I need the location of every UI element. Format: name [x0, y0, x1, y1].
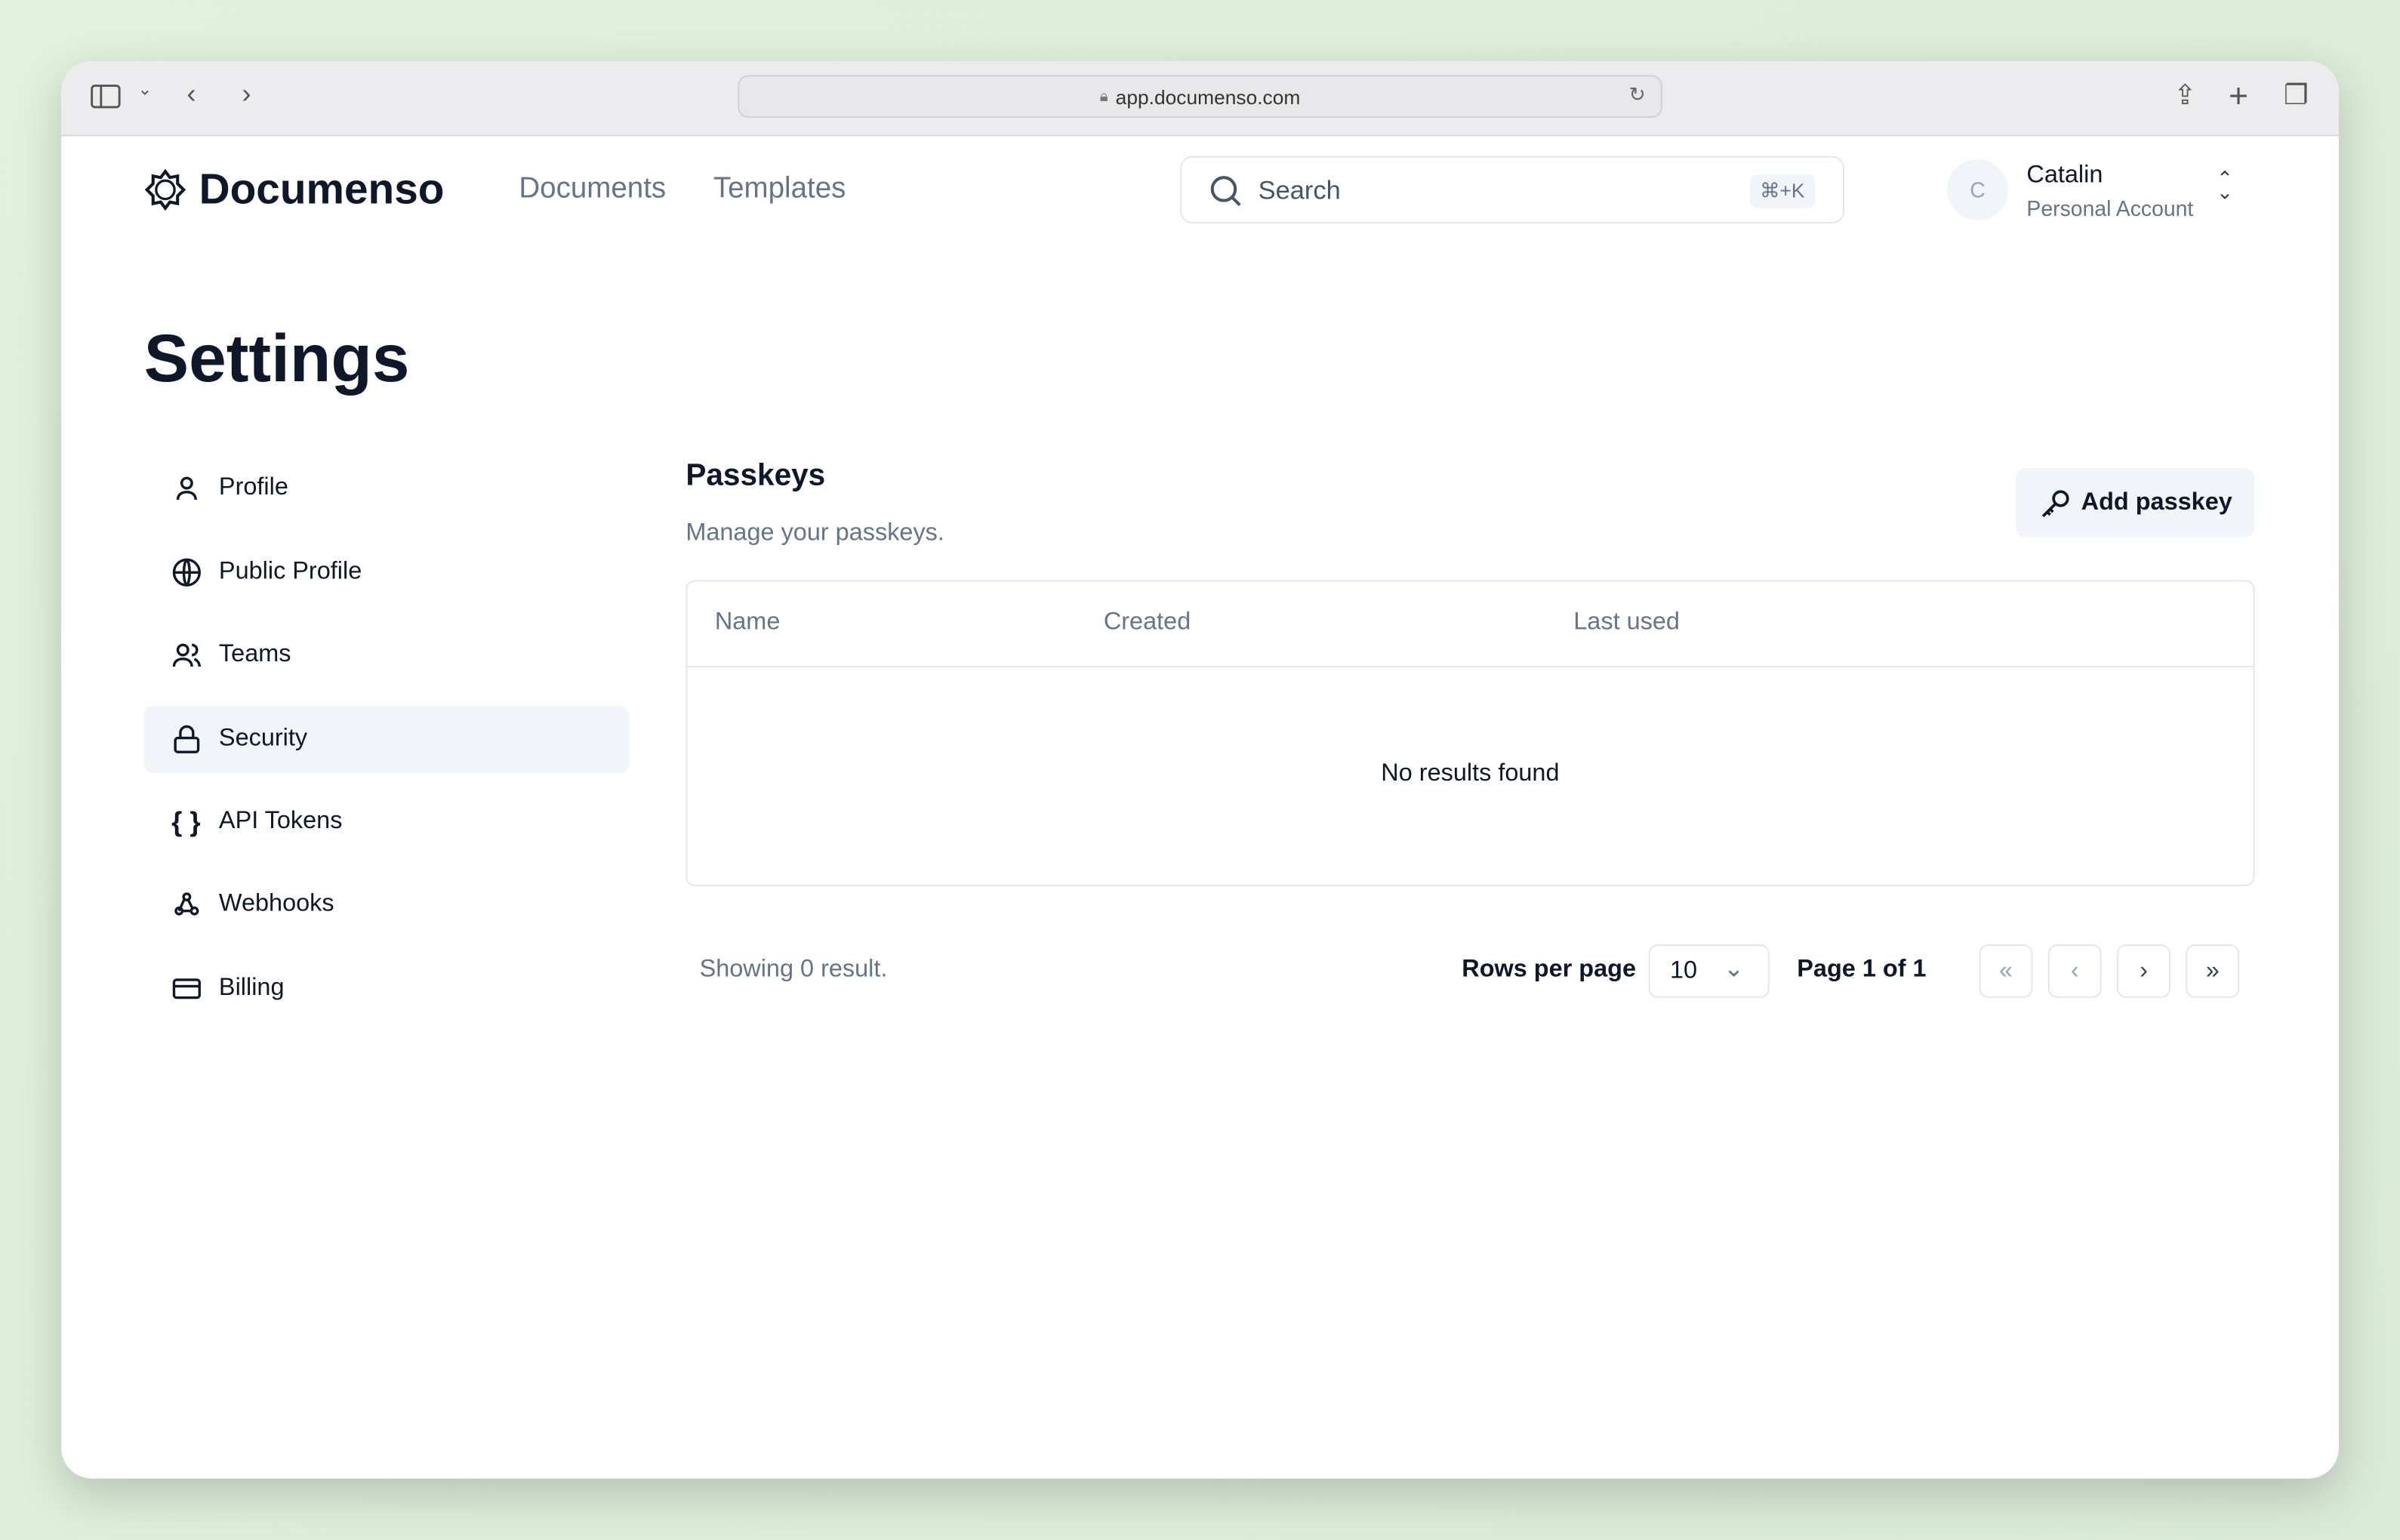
next-page-button[interactable]: ›	[2117, 944, 2170, 998]
sidebar-item-label: Billing	[218, 975, 285, 1001]
chevron-left-icon: ‹	[2070, 957, 2079, 984]
globe-icon	[172, 558, 201, 587]
search-input[interactable]: Search ⌘+K	[1180, 156, 1845, 224]
sidebar-item-public-profile[interactable]: Public Profile	[144, 539, 630, 606]
search-placeholder: Search	[1258, 176, 1341, 205]
sidebar-item-label: Security	[218, 725, 308, 752]
section-title: Passkeys	[685, 459, 826, 493]
column-name[interactable]: Name	[714, 608, 781, 636]
url-text: app.documenso.com	[1115, 85, 1301, 108]
sidebar-item-label: Public Profile	[218, 559, 362, 585]
last-page-button[interactable]: »	[2186, 944, 2240, 998]
chevron-right-icon: ›	[2140, 957, 2148, 984]
brand-name[interactable]: Documenso	[199, 165, 445, 213]
chevrons-up-down-icon[interactable]: ⌃ ⌄	[2216, 166, 2233, 204]
sidebar-item-teams[interactable]: Teams	[144, 621, 630, 688]
documenso-logo-icon	[144, 168, 186, 211]
user-name[interactable]: Catalin	[2026, 162, 2103, 189]
avatar-initial: C	[1970, 177, 1986, 202]
nav-templates[interactable]: Templates	[713, 173, 846, 205]
back-icon[interactable]: ‹	[186, 78, 196, 109]
first-page-button[interactable]: «	[1979, 944, 2033, 998]
sidebar-item-webhooks[interactable]: Webhooks	[144, 871, 630, 938]
table-header: Name Created Last used	[687, 581, 2254, 667]
chevron-down-icon: ⌄	[1723, 956, 1745, 983]
lock-icon	[174, 725, 200, 753]
search-shortcut: ⌘+K	[1748, 174, 1816, 208]
sidebar-item-security[interactable]: Security	[143, 705, 630, 773]
credit-card-icon	[172, 978, 201, 999]
avatar[interactable]: C	[1946, 159, 2009, 220]
sidebar-item-label: Profile	[218, 474, 288, 500]
sidebar-item-profile[interactable]: Profile	[144, 454, 630, 522]
tabs-overview-icon[interactable]: ❐	[2284, 79, 2309, 110]
sidebar-item-api-tokens[interactable]: { } API Tokens	[144, 788, 630, 855]
browser-window: ⌄ ‹ › 🔒︎ app.documenso.com ↻ ⇪ + ❐ Documen…	[61, 61, 2340, 1479]
previous-page-button[interactable]: ‹	[2047, 944, 2102, 998]
column-last-used[interactable]: Last used	[1573, 608, 1680, 636]
add-passkey-label: Add passkey	[2081, 488, 2232, 516]
address-bar[interactable]: 🔒︎ app.documenso.com ↻	[738, 75, 1662, 119]
browser-toolbar: ⌄ ‹ › 🔒︎ app.documenso.com ↻ ⇪ + ❐	[61, 61, 2340, 137]
reload-icon[interactable]: ↻	[1628, 82, 1646, 106]
sidebar-item-label: API Tokens	[218, 808, 343, 834]
account-type[interactable]: Personal Account	[2026, 196, 2194, 220]
passkeys-table: Name Created Last used No results found	[685, 580, 2255, 886]
page-indicator: Page 1 of 1	[1797, 956, 1927, 983]
sidebar-item-billing[interactable]: Billing	[144, 955, 630, 1022]
page-title: Settings	[143, 321, 410, 397]
rows-per-page-select[interactable]: 10 ⌄	[1648, 944, 1770, 998]
add-passkey-button[interactable]: Add passkey	[2016, 468, 2255, 537]
search-icon	[1210, 176, 1241, 207]
key-icon	[2041, 489, 2069, 517]
share-icon[interactable]: ⇪	[2174, 79, 2197, 110]
braces-icon: { }	[171, 805, 201, 837]
sidebar-toggle-icon[interactable]	[91, 85, 122, 109]
sidebar-item-label: Teams	[218, 641, 291, 667]
chevrons-right-icon: »	[2205, 957, 2220, 984]
user-icon	[176, 476, 197, 500]
sidebar-item-label: Webhooks	[218, 891, 334, 917]
chevron-down-icon[interactable]: ⌄	[137, 81, 153, 100]
rows-per-page-label: Rows per page	[1462, 956, 1637, 983]
forward-icon[interactable]: ›	[242, 78, 251, 109]
section-subtitle: Manage your passkeys.	[685, 520, 944, 547]
lock-icon: 🔒︎	[1099, 88, 1108, 105]
empty-state: No results found	[1381, 760, 1560, 787]
users-icon	[172, 643, 201, 667]
new-tab-icon[interactable]: +	[2229, 76, 2249, 116]
chevrons-left-icon: «	[1999, 957, 2013, 984]
column-created[interactable]: Created	[1103, 608, 1191, 636]
results-count: Showing 0 result.	[699, 956, 888, 983]
nav-documents[interactable]: Documents	[519, 173, 667, 205]
webhook-icon	[174, 892, 199, 916]
rows-per-page-value: 10	[1670, 958, 1698, 984]
